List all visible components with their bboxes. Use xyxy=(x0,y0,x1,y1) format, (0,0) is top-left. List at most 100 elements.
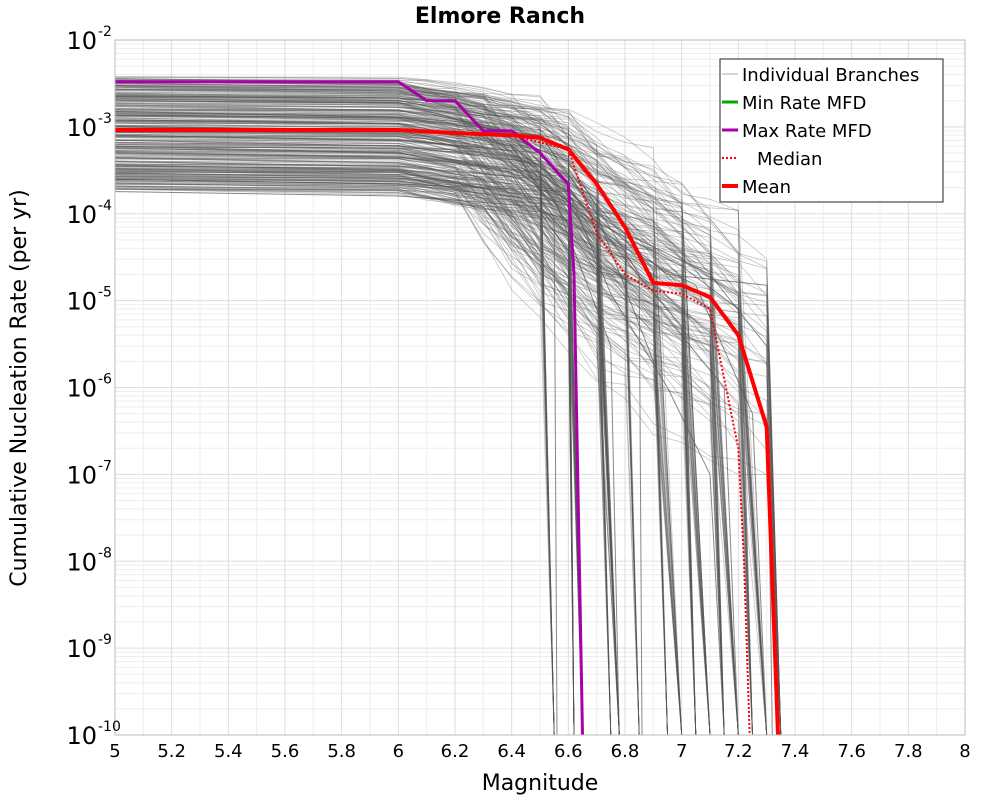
branch-line xyxy=(114,146,768,736)
branch-line xyxy=(114,100,555,736)
y-tick-exponent: -6 xyxy=(98,372,112,388)
branch-line xyxy=(114,120,612,736)
branch-line xyxy=(114,102,555,736)
branch-line xyxy=(114,168,668,736)
branch-line xyxy=(114,129,555,736)
branch-line xyxy=(114,173,697,736)
branch-line xyxy=(114,134,753,736)
branch-line xyxy=(114,131,782,736)
branch-line xyxy=(114,175,725,736)
branch-line xyxy=(114,176,683,736)
branch-line xyxy=(114,90,555,736)
branch-line xyxy=(114,93,683,736)
branch-line xyxy=(114,77,725,736)
branch-line xyxy=(114,179,668,736)
x-tick-label: 7.8 xyxy=(894,741,923,762)
branch-line xyxy=(114,89,711,736)
x-tick-label: 6.8 xyxy=(611,741,640,762)
x-axis-label: Magnitude xyxy=(482,771,599,796)
legend-max-rate-mfd-label: Max Rate MFD xyxy=(742,121,872,142)
y-tick-label: 10 xyxy=(66,288,97,316)
branch-line xyxy=(114,115,612,736)
y-tick-exponent: -8 xyxy=(98,545,112,561)
branch-line xyxy=(114,146,683,736)
branch-line xyxy=(114,167,575,736)
y-tick-label: 10 xyxy=(66,375,97,403)
branch-line xyxy=(114,157,683,736)
branch-line xyxy=(114,150,668,736)
branch-line xyxy=(114,158,739,736)
branch-line xyxy=(114,129,612,736)
y-tick-exponent: -7 xyxy=(98,458,112,474)
branch-line xyxy=(114,144,739,736)
y-tick-label: 10 xyxy=(66,114,97,142)
branch-line xyxy=(114,95,575,736)
branch-line xyxy=(114,157,668,736)
branch-line xyxy=(114,113,620,736)
branch-line xyxy=(114,128,575,736)
branch-line xyxy=(114,84,555,736)
branch-line xyxy=(114,182,697,736)
branch-line xyxy=(114,135,612,736)
branch-line xyxy=(114,109,620,736)
branch-line xyxy=(114,81,683,736)
branch-line xyxy=(114,165,583,736)
branch-line xyxy=(114,99,782,736)
branch-line xyxy=(114,103,711,736)
branch-line xyxy=(115,113,575,736)
y-tick-exponent: -3 xyxy=(98,111,112,127)
branch-line xyxy=(114,111,555,736)
branch-line xyxy=(114,174,768,736)
branch-line xyxy=(114,134,753,736)
branch-line xyxy=(114,148,711,736)
branch-line xyxy=(114,78,739,736)
y-tick-label: 10 xyxy=(66,27,97,55)
branch-line xyxy=(114,166,782,736)
branch-line xyxy=(114,90,555,736)
branch-line xyxy=(114,164,753,736)
legend-min-rate-mfd-label: Min Rate MFD xyxy=(742,93,866,114)
branch-line xyxy=(114,114,683,736)
branch-line xyxy=(114,172,575,736)
y-tick-exponent: -4 xyxy=(98,198,112,214)
legend-individual-branches-label: Individual Branches xyxy=(742,65,919,86)
branch-line xyxy=(114,145,640,736)
branch-line xyxy=(114,105,640,736)
branch-line xyxy=(114,180,683,736)
branch-line xyxy=(114,142,668,736)
plot-frame xyxy=(114,39,966,736)
branch-line xyxy=(114,179,620,736)
branch-line xyxy=(114,91,555,736)
x-tick-label: 5.8 xyxy=(327,741,356,762)
branch-line xyxy=(114,140,620,736)
branch-line xyxy=(114,104,768,736)
branch-line xyxy=(114,177,782,736)
branch-line xyxy=(114,109,739,736)
branch-line xyxy=(114,134,711,736)
branch-line xyxy=(114,175,668,736)
branch-line xyxy=(114,110,782,736)
branch-line xyxy=(114,160,768,736)
branch-line xyxy=(114,114,555,736)
branch-line xyxy=(114,108,620,736)
branch-line xyxy=(114,105,668,736)
branch-line xyxy=(114,95,575,736)
legend: Individual Branches Min Rate MFD Max Rate … xyxy=(719,58,944,203)
branch-line xyxy=(114,108,583,736)
branch-line xyxy=(114,78,711,736)
x-tick-label: 6.6 xyxy=(554,741,583,762)
y-tick-label: 10 xyxy=(66,548,97,576)
branch-line xyxy=(114,164,768,736)
branch-line xyxy=(114,94,583,736)
branch-line xyxy=(114,170,697,736)
x-tick-label: 6.4 xyxy=(497,741,526,762)
branch-line xyxy=(114,184,782,736)
branch-line xyxy=(114,186,711,736)
branch-line xyxy=(114,125,575,736)
branch-line xyxy=(114,88,612,736)
branch-line xyxy=(114,163,697,736)
x-tick-label: 7 xyxy=(676,741,687,762)
x-tick-label: 7.6 xyxy=(837,741,866,762)
branch-line xyxy=(114,85,583,736)
